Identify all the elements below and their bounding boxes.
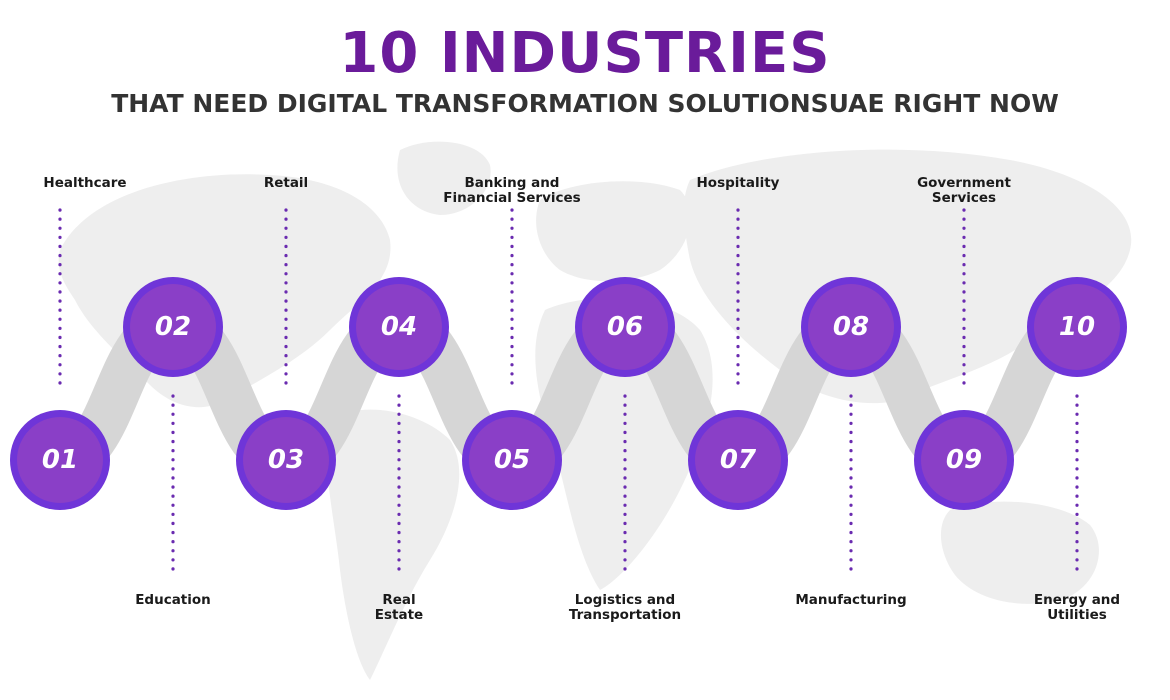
step-circle-04 <box>349 277 449 377</box>
dotted-leader-lines <box>58 208 1079 580</box>
step-circle-06 <box>575 277 675 377</box>
circle-fill <box>130 284 216 370</box>
step-label-09: Government Services <box>917 175 1011 206</box>
circle-fill <box>243 417 329 503</box>
step-number-05: 05 <box>493 445 531 475</box>
circle-fill <box>921 417 1007 503</box>
step-label-10: Energy and Utilities <box>1033 592 1121 623</box>
step-circle-02 <box>123 277 223 377</box>
step-number-01: 01 <box>41 445 79 475</box>
step-circle-09 <box>914 410 1014 510</box>
step-number-02: 02 <box>154 312 192 342</box>
connector-band <box>37 303 1100 484</box>
circle-fill <box>808 284 894 370</box>
step-label-03: Retail <box>263 175 309 191</box>
circle-fill <box>469 417 555 503</box>
step-number-07: 07 <box>719 445 757 475</box>
step-label-08: Manufacturing <box>795 592 907 608</box>
south-america-shape <box>326 409 460 680</box>
circle-fill <box>356 284 442 370</box>
circle-fill <box>582 284 668 370</box>
australia-shape <box>940 501 1099 604</box>
step-label-01: Healthcare <box>43 175 127 191</box>
step-label-04: Real Estate <box>374 592 424 623</box>
step-circles <box>10 277 1127 510</box>
page-title: 10 INDUSTRIES <box>339 21 831 86</box>
step-circle-01 <box>10 410 110 510</box>
page-subtitle: THAT NEED DIGITAL TRANSFORMATION SOLUTIO… <box>111 89 1059 118</box>
step-circle-03 <box>236 410 336 510</box>
step-circle-05 <box>462 410 562 510</box>
greenland-shape <box>397 141 491 215</box>
step-label-06: Logistics and Transportation <box>568 592 682 623</box>
step-number-09: 09 <box>945 445 983 475</box>
step-number-08: 08 <box>832 312 870 342</box>
circle-fill <box>1034 284 1120 370</box>
connector-path <box>37 303 1100 484</box>
circle-fill <box>17 417 103 503</box>
step-circle-07 <box>688 410 788 510</box>
step-number-03: 03 <box>267 445 305 475</box>
europe-shape <box>536 181 691 282</box>
step-label-02: Education <box>135 592 211 608</box>
step-number-06: 06 <box>606 312 644 342</box>
step-label-05: Banking and Financial Services <box>443 175 581 206</box>
step-number-10: 10 <box>1058 312 1096 342</box>
circle-fill <box>695 417 781 503</box>
step-circle-10 <box>1027 277 1127 377</box>
step-label-07: Hospitality <box>696 175 780 191</box>
step-circle-08 <box>801 277 901 377</box>
step-number-04: 04 <box>380 312 418 342</box>
